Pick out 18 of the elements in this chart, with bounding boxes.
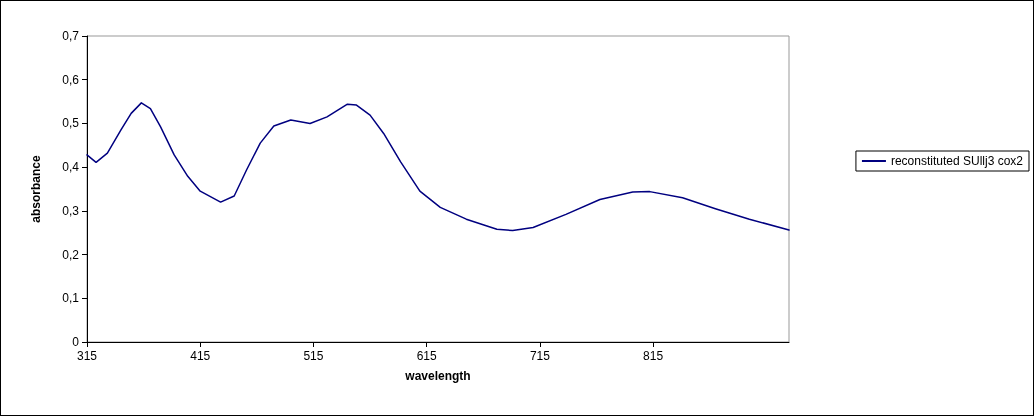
x-tick-label: 715 [529, 349, 551, 363]
x-tick-label: 815 [643, 349, 664, 363]
y-tick-label: 0,5 [62, 116, 80, 131]
y-axis-title: absorbance [29, 154, 43, 223]
x-axis-title: wavelength [404, 369, 471, 383]
y-tick-label: 0,3 [62, 203, 80, 218]
y-tick-label: 0 [72, 335, 80, 349]
x-tick-label: 515 [303, 349, 324, 363]
x-tick-label: 615 [416, 349, 438, 363]
y-tick-label: 0,2 [62, 247, 80, 262]
x-tick-label: 315 [76, 349, 98, 363]
x-tick-label: 415 [190, 349, 211, 363]
line-series [86, 102, 790, 232]
y-tick-label: 0,7 [62, 29, 80, 43]
legend-label: reconstituted SUllj3 cox2 [890, 154, 1024, 168]
y-tick-label: 0,1 [62, 291, 80, 306]
y-tick-label: 0,6 [62, 72, 80, 87]
y-tick-label: 0,4 [62, 160, 80, 175]
